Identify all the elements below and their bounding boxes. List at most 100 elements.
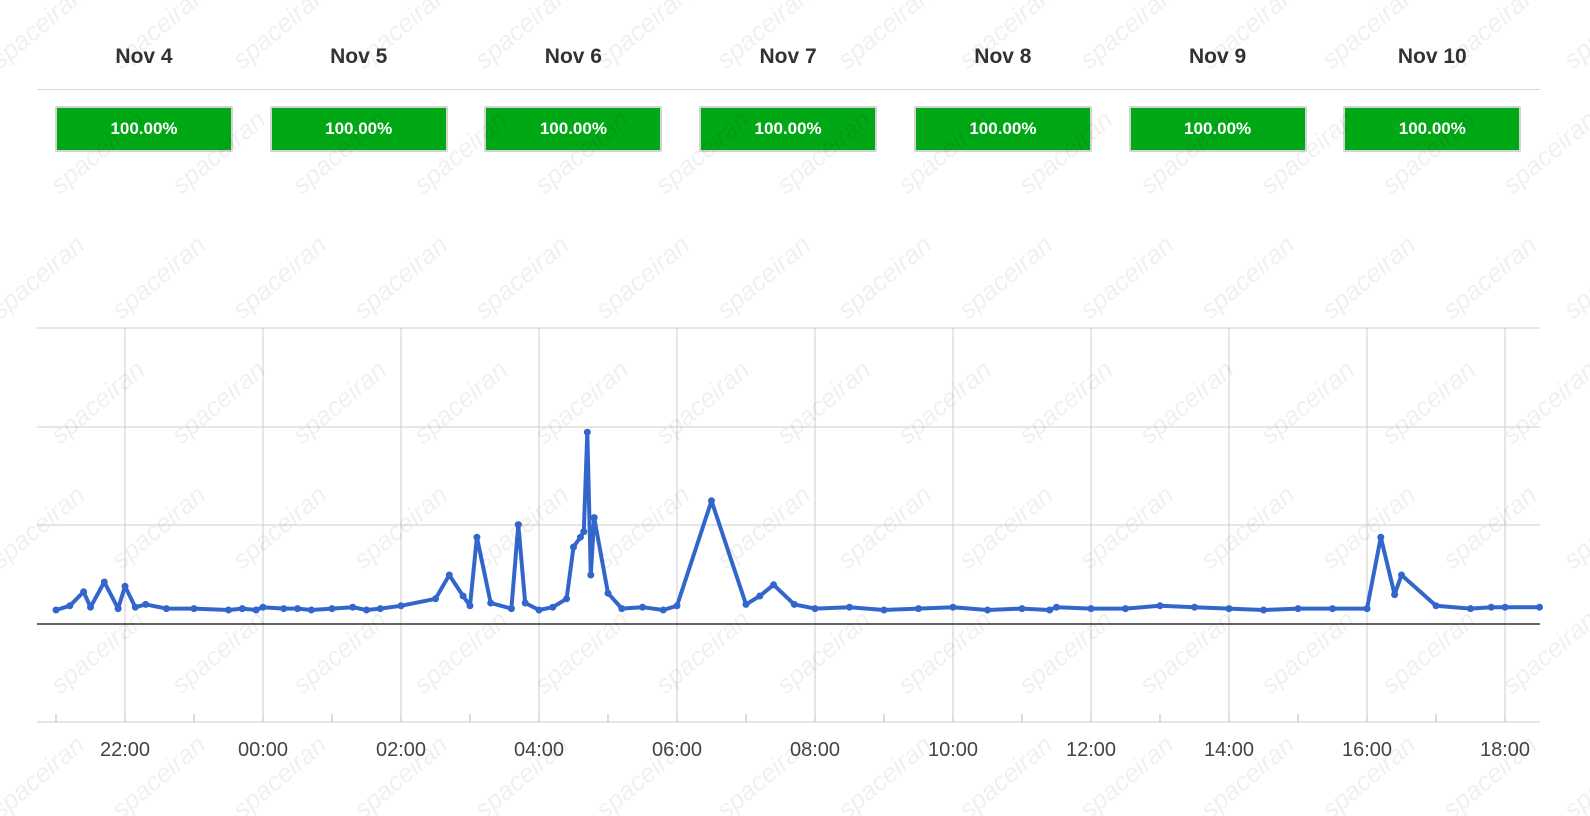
data-point [349, 603, 357, 611]
data-point [984, 606, 991, 614]
x-tick-label: 18:00 [1480, 739, 1530, 761]
data-point [1329, 605, 1336, 613]
data-point [294, 605, 301, 613]
data-point [1487, 603, 1495, 611]
data-point [673, 602, 681, 610]
data-point [1053, 603, 1060, 611]
data-point [1536, 603, 1543, 611]
data-point [307, 606, 315, 614]
data-point [1018, 605, 1026, 613]
x-axis-ticks: 22:00 00:00 02:00 04:00 06:00 08:00 10:00 12:00… [55, 714, 1530, 761]
data-point [487, 599, 495, 607]
data-point [514, 521, 522, 529]
data-point [576, 533, 584, 541]
data-point [432, 595, 439, 603]
data-point [1046, 606, 1054, 614]
x-tick-label: 00:00 [238, 739, 288, 761]
chart-grid [37, 327, 1540, 723]
data-point [587, 571, 595, 579]
data-point [507, 605, 515, 613]
x-tick-label: 04:00 [514, 739, 564, 761]
data-point [1294, 605, 1302, 613]
data-point [1156, 602, 1164, 610]
day-label: Nov 4 [115, 45, 173, 68]
data-point [225, 606, 232, 614]
data-point [363, 606, 370, 614]
data-point [87, 603, 94, 611]
data-point [563, 595, 571, 603]
watermark-text: spaceiran [1558, 0, 1590, 75]
header-divider [37, 89, 1540, 90]
data-point [742, 600, 750, 608]
data-point [397, 602, 405, 610]
data-point [570, 543, 577, 551]
series-points [52, 428, 1543, 614]
day-label: Nov 6 [544, 45, 602, 68]
data-point [114, 605, 122, 613]
data-point [162, 605, 170, 613]
data-point [1363, 605, 1371, 613]
data-point [583, 428, 591, 436]
data-point [1501, 603, 1509, 611]
data-point [1225, 605, 1233, 613]
data-point [121, 582, 129, 590]
data-point [811, 605, 819, 613]
data-point [756, 592, 764, 600]
data-point [190, 605, 198, 613]
x-tick-label: 08:00 [790, 739, 840, 761]
data-point [1467, 605, 1474, 613]
data-point [66, 602, 74, 610]
x-tick-label: 12:00 [1066, 739, 1116, 761]
data-point [1391, 591, 1399, 599]
data-point [376, 605, 384, 613]
x-tick-label: 06:00 [652, 739, 702, 761]
data-point [1432, 602, 1440, 610]
uptime-badge: 100.00% [55, 106, 233, 152]
data-point [770, 581, 778, 589]
data-point [880, 606, 888, 614]
data-point [280, 605, 288, 613]
data-point [604, 589, 612, 597]
data-point [252, 606, 260, 614]
data-point [466, 602, 474, 610]
daily-uptime-row: Nov 4 100.00% Nov 5 100.00% Nov 6 100.00… [37, 0, 1540, 170]
series-line [55, 430, 1540, 612]
day-label: Nov 9 [1189, 45, 1247, 68]
data-point [915, 605, 922, 613]
data-point [80, 588, 88, 596]
data-point [1377, 533, 1385, 541]
data-point [1398, 571, 1405, 579]
data-point [590, 514, 598, 522]
data-point [259, 603, 267, 611]
data-point [52, 606, 60, 614]
day-label: Nov 7 [759, 45, 817, 68]
data-point [459, 592, 467, 600]
data-point [549, 603, 557, 611]
x-tick-label: 02:00 [376, 739, 426, 761]
data-point [846, 603, 853, 611]
response-time-chart: 22:00 00:00 02:00 04:00 06:00 08:00 10:00 12:00… [37, 327, 1543, 761]
data-point [521, 599, 529, 607]
data-point [1260, 606, 1267, 614]
data-point [131, 603, 139, 611]
uptime-badge: 100.00% [269, 106, 448, 152]
x-tick-label: 22:00 [100, 739, 150, 761]
data-point [445, 571, 453, 579]
data-point [1191, 603, 1198, 611]
uptime-badge: 100.00% [913, 106, 1092, 152]
day-label: Nov 8 [974, 45, 1032, 68]
data-point [790, 600, 798, 608]
data-point [949, 603, 957, 611]
data-point [100, 578, 108, 586]
data-point [328, 605, 336, 613]
data-point [708, 497, 715, 505]
uptime-badge: 100.00% [1343, 106, 1522, 152]
day-label: Nov 5 [330, 45, 388, 68]
x-tick-label: 14:00 [1204, 739, 1254, 761]
x-tick-label: 10:00 [928, 739, 978, 761]
data-point [473, 533, 481, 541]
uptime-badge: 100.00% [484, 106, 663, 152]
data-point [1122, 605, 1129, 613]
data-point [142, 600, 150, 608]
data-point [639, 603, 646, 611]
